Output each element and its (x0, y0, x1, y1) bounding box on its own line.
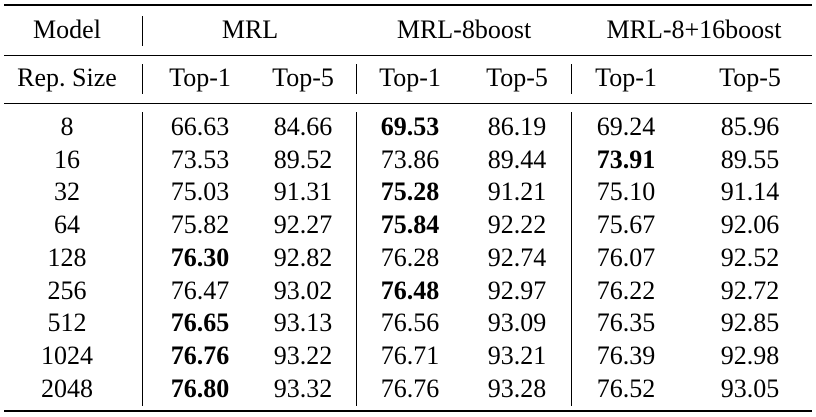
value-cell: 93.22 (273, 341, 333, 370)
value-cell: 73.91 (596, 145, 656, 174)
value-cell: 76.28 (380, 243, 440, 272)
value-cell: 76.22 (596, 276, 656, 305)
value-cell: 85.96 (720, 112, 780, 141)
group-header-mrl-8boost: MRL-8boost (396, 15, 532, 44)
value-cell: 92.85 (720, 308, 780, 337)
rep-size-cell: 16 (54, 145, 80, 174)
vertical-rule-body-mid (356, 112, 358, 406)
subheader-top1: Top-1 (595, 63, 657, 92)
value-cell: 86.19 (487, 112, 547, 141)
value-cell: 89.44 (487, 145, 547, 174)
value-cell: 73.86 (380, 145, 440, 174)
value-cell: 76.39 (596, 341, 656, 370)
value-cell: 84.66 (273, 112, 333, 141)
value-cell: 92.98 (720, 341, 780, 370)
subheader-top1: Top-1 (379, 63, 441, 92)
value-cell: 92.06 (720, 210, 780, 239)
value-cell: 93.21 (487, 341, 547, 370)
value-cell: 93.02 (273, 276, 333, 305)
value-cell: 93.13 (273, 308, 333, 337)
rep-size-cell: 128 (47, 243, 87, 272)
value-cell: 75.28 (380, 177, 440, 206)
value-cell: 93.32 (273, 374, 333, 403)
group-header-mrl-8-16boost: MRL-8+16boost (606, 15, 782, 44)
value-cell: 66.63 (170, 112, 230, 141)
value-cell: 92.22 (487, 210, 547, 239)
subheader-top1: Top-1 (169, 63, 231, 92)
value-cell: 76.80 (170, 374, 230, 403)
value-cell: 76.76 (170, 341, 230, 370)
vertical-rule-model (142, 16, 144, 46)
rep-size-cell: 2048 (41, 374, 93, 403)
value-cell: 76.52 (596, 374, 656, 403)
group-header-mrl: MRL (221, 15, 279, 44)
rep-size-cell: 1024 (41, 341, 93, 370)
bottom-rule (4, 410, 812, 412)
value-cell: 92.72 (720, 276, 780, 305)
model-header: Model (33, 15, 101, 44)
value-cell: 76.35 (596, 308, 656, 337)
value-cell: 69.53 (380, 112, 440, 141)
value-cell: 93.09 (487, 308, 547, 337)
value-cell: 92.52 (720, 243, 780, 272)
rep-size-cell: 64 (54, 210, 80, 239)
rep-size-cell: 256 (47, 276, 87, 305)
value-cell: 75.03 (170, 177, 230, 206)
value-cell: 93.05 (720, 374, 780, 403)
value-cell: 91.21 (487, 177, 547, 206)
vertical-rule-body-left (142, 112, 144, 406)
value-cell: 91.14 (720, 177, 780, 206)
value-cell: 92.27 (273, 210, 333, 239)
value-cell: 76.71 (380, 341, 440, 370)
value-cell: 75.10 (596, 177, 656, 206)
rep-size-header: Rep. Size (17, 63, 117, 92)
value-cell: 76.30 (170, 243, 230, 272)
value-cell: 76.65 (170, 308, 230, 337)
rep-size-cell: 32 (54, 177, 80, 206)
value-cell: 75.84 (380, 210, 440, 239)
value-cell: 91.31 (273, 177, 333, 206)
value-cell: 93.28 (487, 374, 547, 403)
value-cell: 75.82 (170, 210, 230, 239)
value-cell: 92.97 (487, 276, 547, 305)
subheader-top5: Top-5 (486, 63, 548, 92)
subheader-top5: Top-5 (272, 63, 334, 92)
value-cell: 92.82 (273, 243, 333, 272)
value-cell: 76.48 (380, 276, 440, 305)
value-cell: 89.52 (273, 145, 333, 174)
header-rule (4, 55, 812, 57)
vertical-rule-mrl (356, 64, 358, 94)
rep-size-cell: 8 (60, 112, 74, 141)
value-cell: 76.76 (380, 374, 440, 403)
value-cell: 89.55 (720, 145, 780, 174)
subheader-top5: Top-5 (719, 63, 781, 92)
value-cell: 75.67 (596, 210, 656, 239)
value-cell: 76.56 (380, 308, 440, 337)
vertical-rule-body-right (571, 112, 573, 406)
value-cell: 76.47 (170, 276, 230, 305)
top-rule (4, 4, 812, 6)
rep-size-cell: 512 (47, 308, 87, 337)
subheader-rule (4, 103, 812, 105)
value-cell: 76.07 (596, 243, 656, 272)
vertical-rule-rep (142, 64, 144, 94)
value-cell: 73.53 (170, 145, 230, 174)
value-cell: 92.74 (487, 243, 547, 272)
value-cell: 69.24 (596, 112, 656, 141)
vertical-rule-boost8 (571, 64, 573, 94)
